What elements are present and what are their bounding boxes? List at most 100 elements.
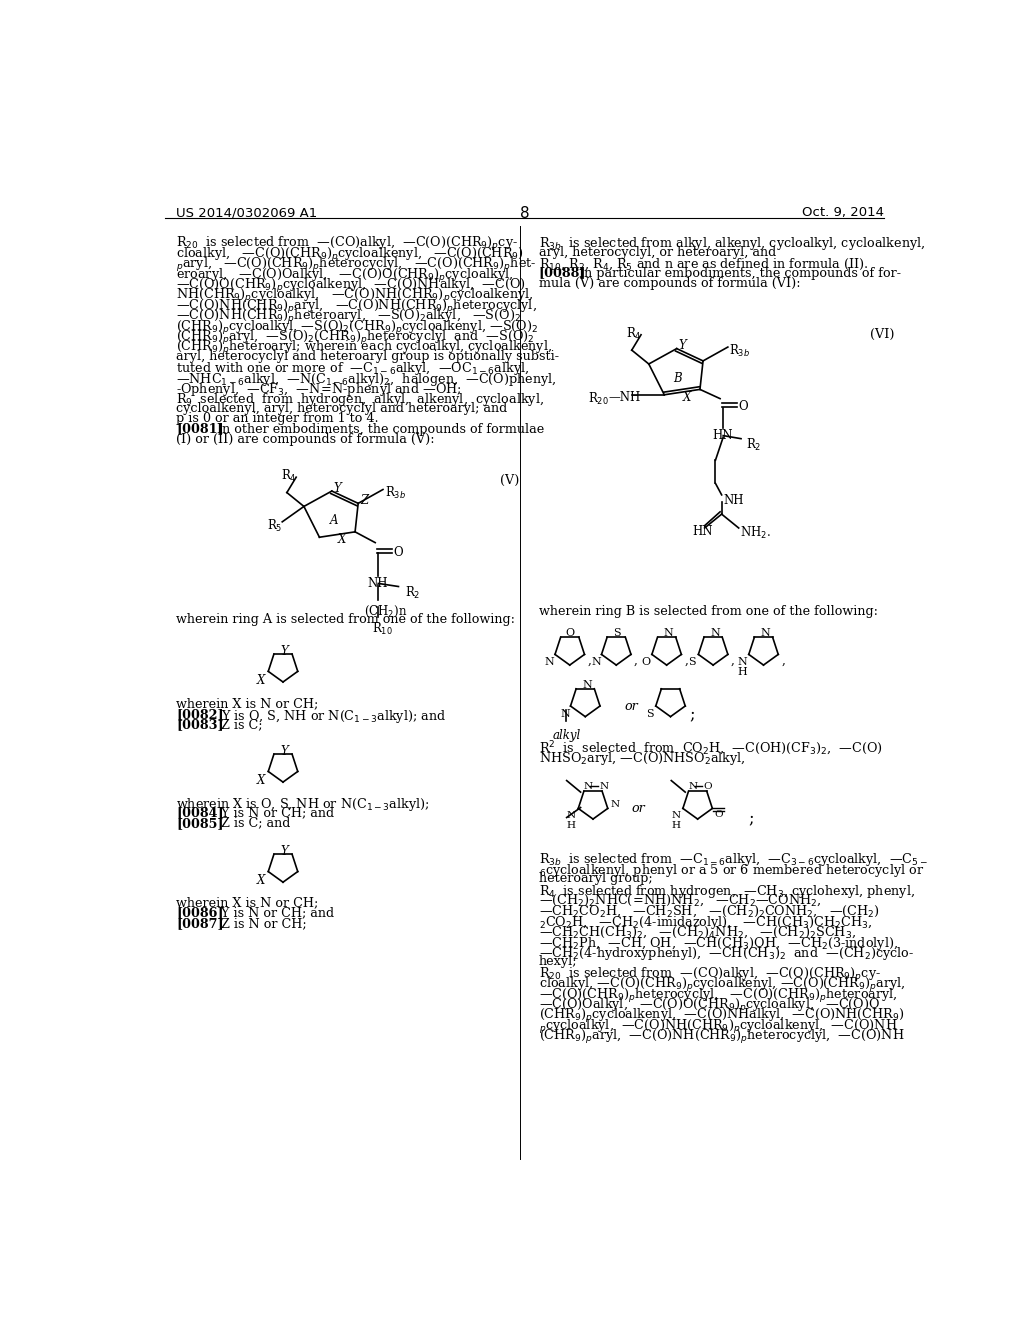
Text: S: S — [688, 657, 696, 668]
Text: X: X — [257, 875, 265, 887]
Text: R$_{20}$  is selected from  —(CO)alkyl,  —C(O)(CHR$_9$)$_p$cy-: R$_{20}$ is selected from —(CO)alkyl, —C… — [176, 235, 518, 253]
Text: R$_2$: R$_2$ — [746, 437, 762, 453]
Text: —NHC$_{1-6}$alkyl,  —N(C$_{1-6}$alkyl)$_2$,  halogen,  —C(O)phenyl,: —NHC$_{1-6}$alkyl, —N(C$_{1-6}$alkyl)$_2… — [176, 371, 557, 388]
Text: N: N — [584, 781, 593, 791]
Text: Y: Y — [281, 645, 289, 659]
Text: NH: NH — [368, 577, 388, 590]
Text: A: A — [331, 515, 339, 527]
Text: N: N — [592, 657, 601, 668]
Text: hexyl;: hexyl; — [539, 956, 578, 969]
Text: (CHR$_9$)$_p$aryl,  —S(O)$_2$(CHR$_9$)$_p$heterocyclyl  and  —S(O)$_2$: (CHR$_9$)$_p$aryl, —S(O)$_2$(CHR$_9$)$_p… — [176, 329, 535, 347]
Text: (CHR$_9$)$_p$aryl,  —C(O)NH(CHR$_9$)$_p$heterocyclyl,  —C(O)NH: (CHR$_9$)$_p$aryl, —C(O)NH(CHR$_9$)$_p$h… — [539, 1028, 904, 1047]
Text: —CH$_2$(4-hydroxyphenyl),  —CH(CH$_3$)$_2$  and  —(CH$_2$)cyclo-: —CH$_2$(4-hydroxyphenyl), —CH(CH$_3$)$_2… — [539, 945, 913, 962]
Text: —NH: —NH — [608, 391, 641, 404]
Text: R$_4$: R$_4$ — [281, 469, 296, 484]
Text: X: X — [257, 675, 265, 688]
Text: NH: NH — [723, 494, 743, 507]
Text: (VI): (VI) — [870, 327, 895, 341]
Text: O: O — [566, 628, 575, 638]
Text: —CH$_2$CO$_2$H,   —CH$_2$SH,   —(CH$_2$)$_2$CONH$_2$,   —(CH$_2$): —CH$_2$CO$_2$H, —CH$_2$SH, —(CH$_2$)$_2$… — [539, 903, 880, 919]
Text: ,: , — [731, 653, 735, 667]
Text: $_p$aryl,   —C(O)(CHR$_9$)$_p$heterocyclyl,   —C(O)(CHR$_9$)$_p$het-: $_p$aryl, —C(O)(CHR$_9$)$_p$heterocyclyl… — [176, 256, 537, 275]
Text: Y is O, S, NH or N(C$_{1-3}$alkyl); and: Y is O, S, NH or N(C$_{1-3}$alkyl); and — [209, 708, 445, 725]
Text: Oct. 9, 2014: Oct. 9, 2014 — [802, 206, 885, 219]
Text: (CHR$_9$)$_p$cycloalkyl, —S(O)$_2$(CHR$_9$)$_p$cycloalkenyl, —S(O)$_2$: (CHR$_9$)$_p$cycloalkyl, —S(O)$_2$(CHR$_… — [176, 318, 538, 337]
Text: HN: HN — [713, 429, 733, 442]
Text: NH$_2$.: NH$_2$. — [740, 525, 771, 541]
Text: NHSO$_2$aryl, —C(O)NHSO$_2$alkyl,: NHSO$_2$aryl, —C(O)NHSO$_2$alkyl, — [539, 750, 745, 767]
Text: X: X — [683, 391, 691, 404]
Text: ,: , — [684, 653, 688, 667]
Text: —C(O)NH(CHR$_9$)$_p$heteroaryl,   —S(O)$_2$alkyl,   —S(O)$_2$: —C(O)NH(CHR$_9$)$_p$heteroaryl, —S(O)$_2… — [176, 308, 521, 326]
Text: mula (V) are compounds of formula (VI):: mula (V) are compounds of formula (VI): — [539, 277, 801, 290]
Text: Y: Y — [281, 744, 289, 758]
Text: wherein X is N or CH;: wherein X is N or CH; — [176, 896, 318, 909]
Text: X: X — [338, 533, 346, 546]
Text: ;: ; — [689, 705, 694, 722]
Text: cloalkyl,   —C(O)(CHR$_9$)$_p$cycloalkenyl,   —C(O)(CHR$_9$): cloalkyl, —C(O)(CHR$_9$)$_p$cycloalkenyl… — [176, 246, 524, 264]
Text: alkyl: alkyl — [553, 729, 581, 742]
Text: ;: ; — [748, 810, 754, 826]
Text: 8: 8 — [520, 206, 529, 222]
Text: H: H — [737, 667, 746, 677]
Text: N: N — [583, 680, 592, 689]
Text: aryl, heterocyclyl and heteroaryl group is optionally substi-: aryl, heterocyclyl and heteroaryl group … — [176, 350, 559, 363]
Text: $_6$cycloalkenyl, phenyl or a 5 or 6 membered heterocyclyl or: $_6$cycloalkenyl, phenyl or a 5 or 6 mem… — [539, 862, 924, 879]
Text: In other embodiments, the compounds of formulae: In other embodiments, the compounds of f… — [209, 422, 544, 436]
Text: R$_9$  selected  from  hydrogen,  alkyl,  alkenyl,  cycloalkyl,: R$_9$ selected from hydrogen, alkyl, alk… — [176, 391, 544, 408]
Text: $_2$CO$_2$H,   —CH$_2$(4-imidazolyl),   —CH(CH$_3$)CH$_2$CH$_3$,: $_2$CO$_2$H, —CH$_2$(4-imidazolyl), —CH(… — [539, 913, 872, 931]
Text: [0087]: [0087] — [176, 917, 223, 929]
Text: R$^2$  is  selected  from  CO$_2$H,  —C(OH)(CF$_3$)$_2$,  —C(O): R$^2$ is selected from CO$_2$H, —C(OH)(C… — [539, 739, 883, 758]
Text: Y is N or CH; and: Y is N or CH; and — [209, 907, 334, 920]
Text: R$_2$: R$_2$ — [404, 585, 420, 601]
Text: Y is N or CH; and: Y is N or CH; and — [209, 807, 334, 820]
Text: B: B — [674, 372, 682, 384]
Text: N: N — [610, 800, 620, 809]
Text: H: H — [566, 821, 575, 829]
Text: R$_4$: R$_4$ — [626, 326, 641, 342]
Text: [0086]: [0086] — [176, 907, 223, 920]
Text: H: H — [672, 821, 680, 829]
Text: or: or — [632, 803, 645, 816]
Text: —C(O)(CHR$_9$)$_p$heterocyclyl,   —C(O)(CHR$_9$)$_p$heteroaryl,: —C(O)(CHR$_9$)$_p$heterocyclyl, —C(O)(CH… — [539, 986, 897, 1005]
Text: (CHR$_9$)$_p$cycloalkenyl,  —C(O)NHalkyl,  —C(O)NH(CHR$_9$): (CHR$_9$)$_p$cycloalkenyl, —C(O)NHalkyl,… — [539, 1007, 904, 1026]
Text: -Ophenyl,  —CF$_3$,  —N$\!=\!$N-phenyl and —OH;: -Ophenyl, —CF$_3$, —N$\!=\!$N-phenyl and… — [176, 381, 462, 397]
Text: [0084]: [0084] — [176, 807, 223, 820]
Text: aryl, heterocyclyl, or heteroaryl, and: aryl, heterocyclyl, or heteroaryl, and — [539, 246, 776, 259]
Text: US 2014/0302069 A1: US 2014/0302069 A1 — [176, 206, 317, 219]
Text: N: N — [566, 812, 575, 820]
Text: N: N — [599, 781, 608, 791]
Text: In particular embodiments, the compounds of for-: In particular embodiments, the compounds… — [571, 267, 901, 280]
Text: —(CH$_2$)$_2$NHC($\!=\!$NH)NH$_2$,   —CH$_2$—CONH$_2$,: —(CH$_2$)$_2$NHC($\!=\!$NH)NH$_2$, —CH$_… — [539, 892, 821, 908]
Text: N: N — [560, 709, 570, 719]
Text: O: O — [703, 781, 713, 791]
Text: —CH$_2$CH(CH$_3$)$_2$,   —(CH$_2$)$_4$NH$_2$,   —(CH$_2$)$_2$SCH$_3$,: —CH$_2$CH(CH$_3$)$_2$, —(CH$_2$)$_4$NH$_… — [539, 924, 856, 940]
Text: Y: Y — [334, 482, 341, 495]
Text: NH(CHR$_9$)$_p$cycloalkyl,   —C(O)NH(CHR$_9$)$_p$cycloalkenyl,: NH(CHR$_9$)$_p$cycloalkyl, —C(O)NH(CHR$_… — [176, 288, 534, 305]
Text: R$_{3b}$  is selected from  —C$_{1-6}$alkyl,  —C$_{3-6}$cycloalkyl,  —C$_{5-}$: R$_{3b}$ is selected from —C$_{1-6}$alky… — [539, 851, 928, 869]
Text: cloalkyl, —C(O)(CHR$_9$)$_p$cycloalkenyl, —C(O)(CHR$_9$)$_p$aryl,: cloalkyl, —C(O)(CHR$_9$)$_p$cycloalkenyl… — [539, 977, 905, 994]
Text: cycloalkenyl, aryl, heterocyclyl and heteroaryl; and: cycloalkenyl, aryl, heterocyclyl and het… — [176, 401, 507, 414]
Text: Y: Y — [678, 339, 686, 352]
Text: Z is C;: Z is C; — [209, 718, 262, 731]
Text: N: N — [710, 628, 720, 638]
Text: O: O — [738, 400, 749, 413]
Text: R$_4$  is selected from hydrogen,  —CH$_3$, cyclohexyl, phenyl,: R$_4$ is selected from hydrogen, —CH$_3$… — [539, 883, 914, 900]
Text: O: O — [715, 810, 723, 818]
Text: S: S — [646, 709, 653, 719]
Text: O: O — [394, 545, 403, 558]
Text: R$_{10}$: R$_{10}$ — [372, 620, 393, 636]
Text: ,: , — [588, 653, 592, 667]
Text: [0085]: [0085] — [176, 817, 223, 830]
Text: eroaryl,   —C(O)Oalkyl,   —C(O)O(CHR$_9$)$_p$cycloalkyl,: eroaryl, —C(O)Oalkyl, —C(O)O(CHR$_9$)$_p… — [176, 267, 514, 285]
Text: (CHR$_9$)$_p$heteroaryl; wherein each cycloalkyl, cycloalkenyl,: (CHR$_9$)$_p$heteroaryl; wherein each cy… — [176, 339, 552, 358]
Text: HN: HN — [692, 525, 713, 539]
Text: p is 0 or an integer from 1 to 4.: p is 0 or an integer from 1 to 4. — [176, 412, 379, 425]
Text: R$_5$: R$_5$ — [266, 517, 283, 535]
Text: (I) or (II) are compounds of formula (V):: (I) or (II) are compounds of formula (V)… — [176, 433, 434, 446]
Text: N: N — [672, 812, 680, 820]
Text: ,: , — [781, 653, 785, 667]
Text: R$_{20}$: R$_{20}$ — [589, 391, 609, 407]
Text: —C(O)O(CHR$_9$)$_p$cycloalkenyl,  —C(O)NHalkyl,  —C(O): —C(O)O(CHR$_9$)$_p$cycloalkenyl, —C(O)NH… — [176, 277, 526, 294]
Text: —CH$_2$Ph,  —CH, OH,  —CH(CH$_3$)OH,  —CH$_2$(3-indolyl),: —CH$_2$Ph, —CH, OH, —CH(CH$_3$)OH, —CH$_… — [539, 935, 898, 952]
